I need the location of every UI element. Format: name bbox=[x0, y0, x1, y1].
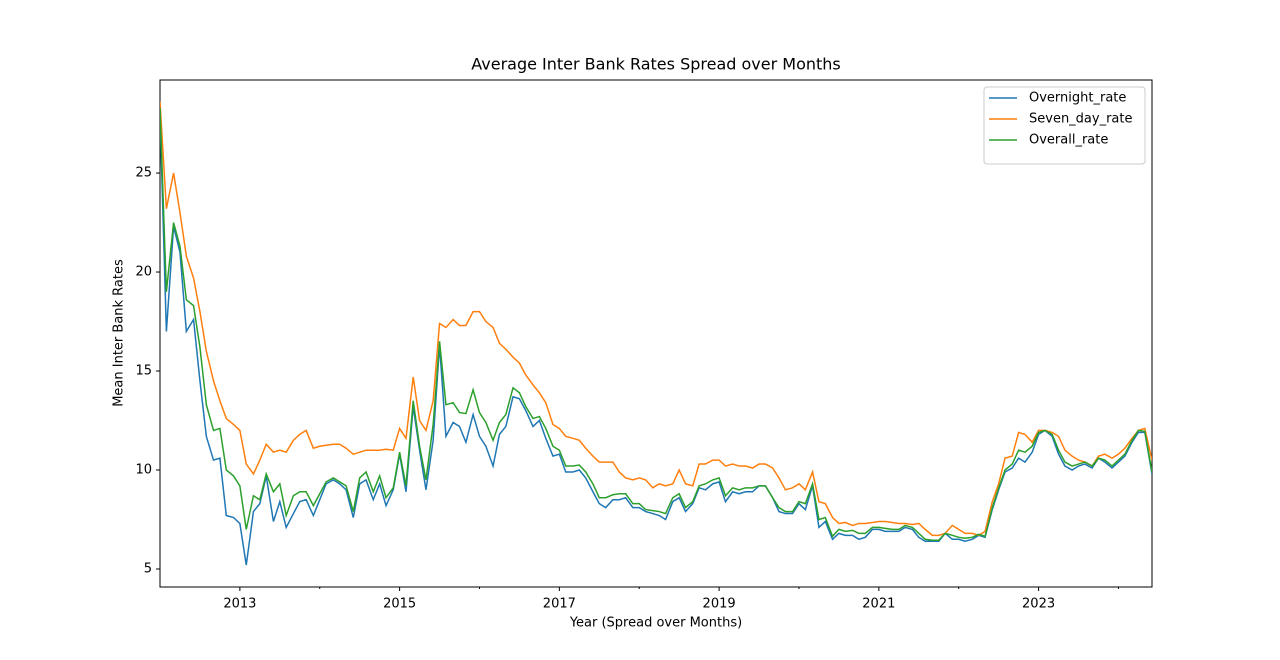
x-tick-label: 2013 bbox=[223, 597, 256, 612]
series-line bbox=[160, 101, 1152, 537]
x-tick-label: 2015 bbox=[383, 597, 416, 612]
y-tick-label: 15 bbox=[135, 364, 152, 379]
series-line bbox=[160, 107, 1152, 542]
x-tick-label: 2021 bbox=[862, 597, 895, 612]
y-tick-label: 20 bbox=[135, 265, 152, 280]
x-axis-label: Year (Spread over Months) bbox=[569, 616, 742, 631]
y-tick-label: 10 bbox=[135, 463, 152, 478]
legend-label: Seven_day_rate bbox=[1029, 112, 1133, 127]
x-tick-label: 2017 bbox=[543, 597, 576, 612]
y-tick-label: 5 bbox=[144, 561, 152, 576]
legend-box bbox=[983, 86, 1146, 165]
x-tick-label: 2023 bbox=[1022, 597, 1055, 612]
plot-frame bbox=[159, 79, 1153, 588]
legend-label: Overall_rate bbox=[1029, 133, 1108, 148]
y-tick-label: 25 bbox=[135, 166, 152, 181]
x-tick-label: 2019 bbox=[703, 597, 736, 612]
y-axis-label: Mean Inter Bank Rates bbox=[112, 259, 127, 407]
legend-label: Overnight_rate bbox=[1029, 91, 1126, 106]
chart-title: Average Inter Bank Rates Spread over Mon… bbox=[471, 55, 841, 74]
